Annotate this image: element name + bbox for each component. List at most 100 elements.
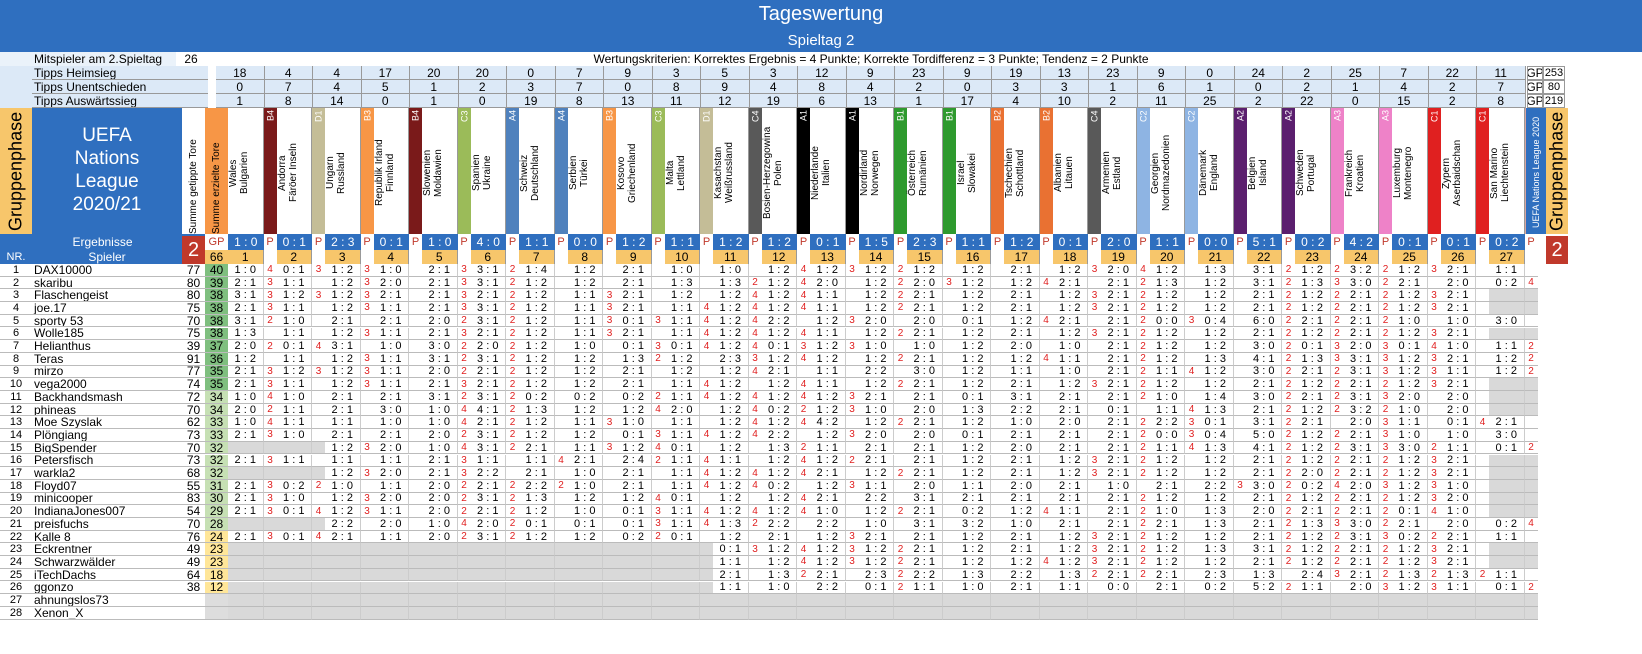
player-points — [360, 429, 374, 442]
player-points — [845, 442, 859, 455]
player-tip — [567, 581, 603, 595]
player-tip: 1 : 2 — [810, 543, 846, 557]
match-number: 10 — [664, 250, 700, 264]
tip-count: 18 — [216, 66, 265, 80]
tip-count: 2 — [1283, 66, 1332, 80]
player-tip: 2 : 1 — [325, 314, 361, 328]
player-points — [894, 606, 907, 620]
player-tip — [1489, 302, 1525, 315]
player-tipped: 70 — [182, 518, 205, 531]
player-tip — [907, 606, 943, 620]
player-tipped: 91 — [182, 353, 205, 366]
player-points — [1476, 353, 1489, 366]
match-number: 18 — [1052, 250, 1088, 264]
player-tipped: 64 — [182, 569, 205, 582]
player-points — [942, 556, 956, 569]
player-points — [942, 594, 956, 607]
player-tip: 2 : 0 — [470, 518, 506, 531]
row-bg — [0, 52, 176, 66]
player-points: 2 — [1379, 493, 1392, 506]
player-tip: 2 : 1 — [1101, 289, 1137, 303]
player-tip: 1 : 1 — [1440, 581, 1476, 595]
player-tip: 1 : 2 — [1392, 556, 1428, 569]
player-tip — [470, 581, 506, 595]
player-tip: 2 : 1 — [228, 276, 264, 290]
results-label: Ergebnisse — [0, 234, 205, 250]
player-tip: 1 : 3 — [713, 518, 749, 531]
player-points: 4 — [457, 416, 471, 430]
player-points — [700, 277, 713, 290]
player-points — [409, 429, 422, 442]
player-points — [1136, 480, 1150, 493]
away-team: Weißrussland — [724, 142, 735, 204]
away-team: Montenegro — [1403, 146, 1414, 200]
player-tip: 0 : 1 — [616, 505, 652, 518]
group-tag: C2 — [1185, 108, 1198, 234]
player-points: 4 — [651, 404, 665, 417]
player-points: 2 — [1136, 315, 1150, 328]
player-points — [1136, 582, 1150, 595]
player-points — [1088, 480, 1101, 493]
match-teams: Tschechien Schottland — [1004, 108, 1040, 234]
tip-count: 4 — [313, 66, 362, 80]
nr-head: NR. — [0, 250, 32, 264]
player-points: 2 — [1136, 518, 1150, 531]
player-points: 3 — [457, 378, 471, 391]
player-tip: 2 : 1 — [422, 467, 458, 480]
player-tip: 2 : 0 — [470, 340, 506, 353]
player-tip — [276, 518, 312, 531]
points-head: P — [1236, 236, 1244, 248]
player-points: 3 — [603, 442, 616, 455]
player-tip: 2 : 1 — [1246, 454, 1282, 468]
player-points — [554, 606, 568, 620]
player-tip: 1 : 2 — [664, 352, 700, 366]
player-tip: 0 : 1 — [858, 581, 894, 595]
player-points: 3 — [1088, 264, 1101, 277]
player-tip: 2 : 1 — [373, 429, 409, 442]
player-points — [1476, 404, 1489, 417]
player-tip — [1392, 606, 1428, 620]
player-points — [942, 328, 956, 341]
player-points: 3 — [1088, 289, 1101, 303]
match-result: 0 : 0 — [567, 234, 603, 250]
player-tip: 2 : 1 — [1004, 454, 1040, 468]
player-tip: 4 : 1 — [1246, 441, 1282, 455]
player-tip: 2 : 1 — [325, 429, 361, 442]
player-points — [409, 480, 422, 493]
player-tip: 2 : 0 — [907, 479, 943, 493]
player-tip: 1 : 1 — [1295, 581, 1331, 595]
player-points — [263, 543, 277, 557]
match-teams: Luxemburg Montenegro — [1392, 108, 1428, 234]
player-tip: 1 : 1 — [664, 391, 700, 404]
player-tip: 1 : 1 — [858, 479, 894, 493]
player-name: Kalle 8 — [32, 531, 182, 544]
player-tip: 1 : 2 — [1149, 327, 1185, 341]
player-points — [1379, 594, 1392, 607]
player-points — [554, 594, 568, 607]
group-tag: B3 — [360, 108, 374, 234]
player-tip: 2 : 1 — [422, 264, 458, 277]
player-tip: 1 : 3 — [1198, 352, 1234, 366]
player-tip: 1 : 0 — [373, 264, 409, 277]
player-points — [1524, 378, 1538, 391]
match-number: 13 — [810, 250, 846, 264]
player-points — [409, 581, 422, 595]
group-tag: C4 — [1088, 108, 1101, 234]
player-points: 2 — [1282, 429, 1295, 442]
player-tip: 1 : 2 — [810, 556, 846, 569]
player-tip: 1 : 2 — [1052, 556, 1088, 569]
points-head: P — [314, 236, 323, 248]
player-tip: 2 : 1 — [567, 454, 603, 468]
player-tip: 1 : 3 — [519, 492, 555, 506]
player-points — [506, 467, 519, 480]
player-tip: 2 : 1 — [1343, 289, 1379, 303]
gp-total: 253 — [1543, 66, 1565, 80]
player-points — [409, 277, 422, 290]
match-header — [422, 108, 458, 234]
player-tip — [810, 606, 846, 620]
player-tip — [1440, 606, 1476, 620]
group-tag: B1 — [942, 108, 956, 234]
player-tip: 0 : 1 — [1392, 340, 1428, 353]
away-team: Griechenland — [627, 143, 638, 203]
player-tip: 2 : 0 — [422, 365, 458, 379]
